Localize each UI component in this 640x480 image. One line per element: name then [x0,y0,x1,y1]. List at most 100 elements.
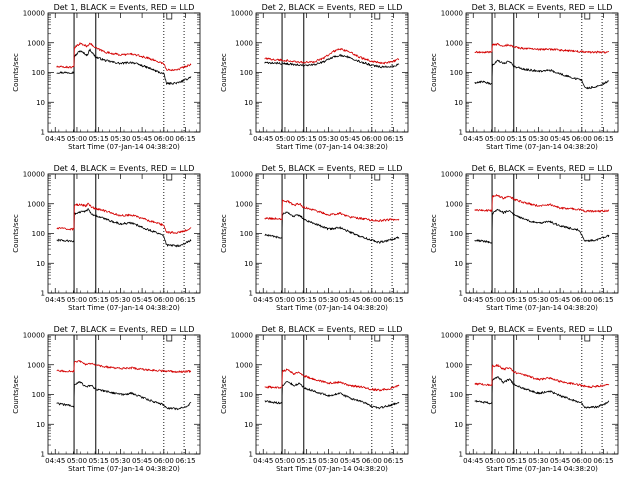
y-tick-label: 100 [450,230,463,238]
chart-title: Det 4, BLACK = Events, RED = LLD [54,164,195,173]
x-tick-label: 06:15 [175,457,195,465]
y-tick-label: 1 [459,290,463,298]
y-tick-label: 100 [450,391,463,399]
x-tick-label: 05:15 [297,457,317,465]
top-marker-bracket [374,335,381,342]
x-tick-label: 05:00 [275,296,295,304]
panel-det-3: Det 3, BLACK = Events, RED = LLD 1 10 100 10… [430,3,619,151]
x-tick-label: 06:15 [383,135,403,143]
x-tick-label: 05:45 [132,135,152,143]
x-tick-label: 05:30 [528,457,548,465]
x-tick-label: 06:00 [154,135,174,143]
top-marker-bracket [584,13,591,20]
y-tick-label: 1000 [235,200,253,208]
y-axis-label: Counts/sec [430,375,438,414]
y-tick-label: 10 [36,260,45,268]
series-events-line [474,208,610,244]
x-tick-label: 04:45 [253,457,273,465]
x-tick-label: 05:15 [89,135,109,143]
x-tick-label: 06:15 [593,135,613,143]
y-tick-label: 100 [240,69,253,77]
x-tick-label: 06:15 [383,457,403,465]
y-tick-label: 100 [32,230,45,238]
y-tick-label: 10000 [441,171,463,179]
y-tick-label: 10000 [231,171,253,179]
x-tick-label: 04:45 [463,457,483,465]
panel-det-5: Det 5, BLACK = Events, RED = LLD 1 10 100 10… [220,164,409,312]
series-lld-line [264,368,400,392]
x-tick-label: 05:00 [67,135,87,143]
top-marker-bracket [166,335,173,342]
series-lld-line [56,42,192,72]
y-axis-label: Counts/sec [430,53,438,92]
x-tick-label: 05:45 [550,457,570,465]
y-tick-label: 1000 [445,361,463,369]
y-tick-label: 10 [244,99,253,107]
x-tick-label: 05:45 [340,135,360,143]
x-axis-label: Start Time (07-Jan-14 04:38:20) [68,304,180,312]
x-tick-label: 05:15 [297,296,317,304]
y-tick-label: 1000 [27,39,45,47]
y-tick-label: 1 [41,290,45,298]
y-axis-label: Counts/sec [220,214,228,253]
panel-det-2: Det 2, BLACK = Events, RED = LLD 1 10 100 10… [220,3,409,151]
y-tick-label: 10000 [231,332,253,340]
x-axis-label: Start Time (07-Jan-14 04:38:20) [276,465,388,473]
y-tick-label: 10 [454,99,463,107]
x-tick-label: 05:45 [550,135,570,143]
series-events-line [264,53,400,69]
x-tick-label: 06:00 [154,457,174,465]
x-tick-label: 05:00 [485,135,505,143]
x-tick-label: 05:30 [318,296,338,304]
series-events-line [264,211,400,244]
y-tick-label: 10 [244,421,253,429]
x-tick-label: 06:00 [362,457,382,465]
x-tick-label: 04:45 [463,296,483,304]
x-axis-label: Start Time (07-Jan-14 04:38:20) [276,143,388,151]
x-tick-label: 05:30 [110,135,130,143]
series-events-line [56,48,192,85]
x-tick-label: 05:15 [89,457,109,465]
y-tick-label: 1000 [27,361,45,369]
x-axis-label: Start Time (07-Jan-14 04:38:20) [486,465,598,473]
top-marker-bracket [166,13,173,20]
chart-title: Det 1, BLACK = Events, RED = LLD [54,3,195,12]
top-marker-bracket [166,174,173,181]
x-tick-label: 05:15 [89,296,109,304]
top-marker-bracket [374,174,381,181]
x-tick-label: 05:30 [318,457,338,465]
top-marker-bracket [584,335,591,342]
y-tick-label: 10000 [23,332,45,340]
y-axis-label: Counts/sec [220,375,228,414]
y-tick-label: 10 [244,260,253,268]
y-tick-label: 1 [41,129,45,137]
x-tick-label: 05:15 [297,135,317,143]
y-tick-label: 10000 [231,10,253,18]
panel-det-9: Det 9, BLACK = Events, RED = LLD 1 10 100 10… [430,325,619,473]
series-lld-line [56,360,192,374]
chart-title: Det 6, BLACK = Events, RED = LLD [472,164,613,173]
series-lld-line [474,42,609,54]
chart-title: Det 3, BLACK = Events, RED = LLD [472,3,613,12]
x-tick-label: 05:45 [340,296,360,304]
x-tick-label: 05:00 [275,457,295,465]
x-tick-label: 04:45 [253,135,273,143]
y-tick-label: 100 [240,391,253,399]
y-axis-label: Counts/sec [12,375,20,414]
x-tick-label: 06:00 [362,135,382,143]
series-lld-line [474,194,610,213]
x-tick-label: 05:30 [318,135,338,143]
series-events-line [474,59,610,90]
x-tick-label: 06:15 [383,296,403,304]
y-tick-label: 10000 [23,10,45,18]
x-tick-label: 05:30 [110,457,130,465]
y-tick-label: 1 [459,451,463,459]
y-tick-label: 1 [249,451,253,459]
panel-det-7: Det 7, BLACK = Events, RED = LLD 1 10 100 10… [12,325,201,473]
x-tick-label: 05:30 [528,296,548,304]
x-tick-label: 04:45 [463,135,483,143]
x-tick-label: 05:45 [550,296,570,304]
y-tick-label: 1000 [235,39,253,47]
